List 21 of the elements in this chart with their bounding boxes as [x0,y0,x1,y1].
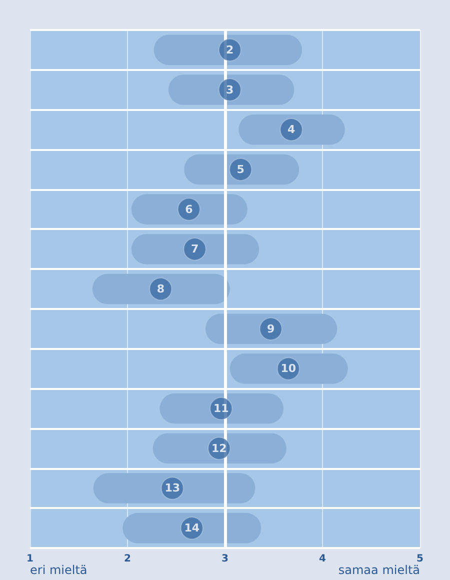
y-tick-label: 14 [184,522,200,535]
y-tick-label: 7 [190,242,199,256]
y-tick-label: 11 [213,402,229,416]
y-tick-label: 10 [280,362,296,376]
y-tick-label: 8 [156,282,164,296]
text: samaa mieltä [338,563,420,577]
point [183,238,206,261]
x-tick-label: 1 [26,554,34,564]
y-tick-label: 3 [226,83,234,96]
y-tick-label: 13 [164,482,180,495]
bar [152,433,286,464]
x-tick-label: 5 [416,554,424,564]
x-tick-label: 4 [319,554,326,564]
y-tick-label: 9 [266,322,275,336]
y-tick-label: 12 [211,442,227,455]
x-tick-label: 2 [124,554,132,564]
text: eri mieltä [30,563,88,577]
bar [93,473,256,504]
bar [154,34,302,66]
y-tick-label: 2 [226,43,234,56]
y-tick-label: 6 [185,202,194,216]
